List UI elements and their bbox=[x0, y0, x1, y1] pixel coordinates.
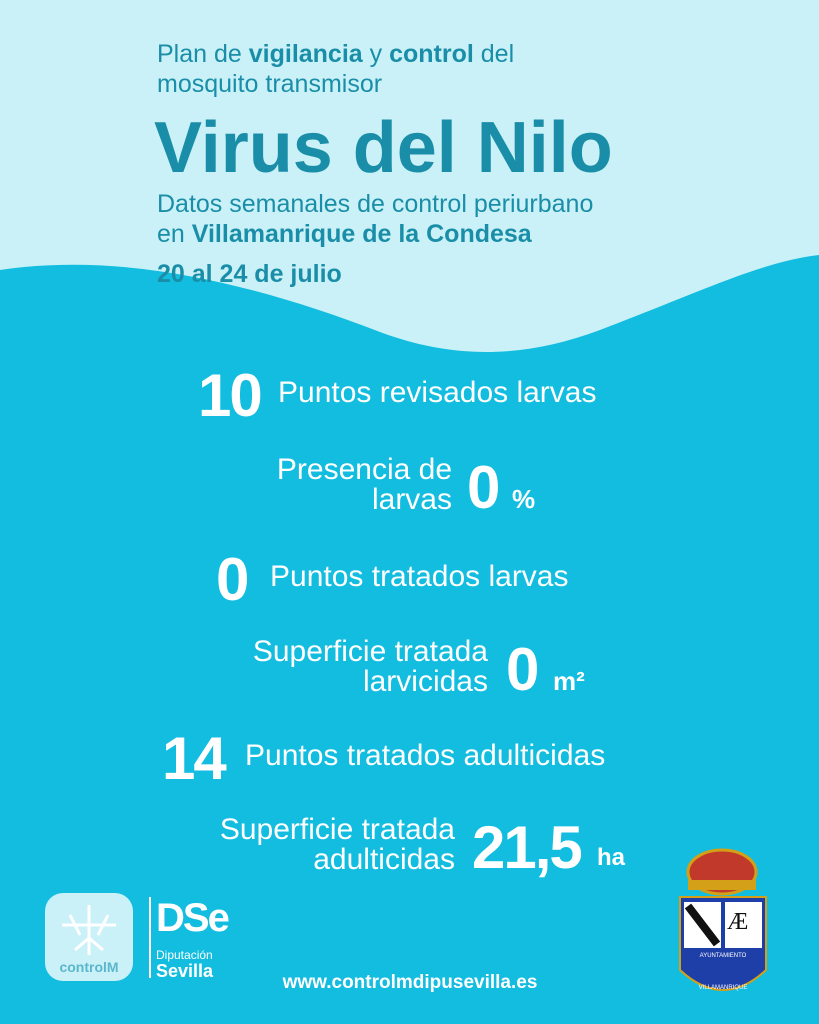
stat-value: 0 bbox=[467, 454, 500, 521]
crest bbox=[679, 848, 767, 991]
crest-text: VILLAMANRIQUE bbox=[698, 985, 748, 991]
diputacion-line: Diputación bbox=[156, 948, 213, 962]
stat-label-line: larvas bbox=[371, 483, 452, 516]
stat-label: Puntos revisados larvas bbox=[278, 376, 597, 409]
intro-line: Plan de vigilancia y control del bbox=[157, 42, 514, 67]
crest-text: AYUNTAMIENTO bbox=[699, 953, 747, 959]
subtitle: en bbox=[157, 220, 192, 248]
intro-bold: vigilancia bbox=[248, 40, 363, 68]
stat-label-line: adulticidas bbox=[313, 843, 455, 876]
stat-label: Puntos tratados larvas bbox=[270, 560, 569, 593]
stat-label: Superficie tratada larvicidas bbox=[253, 637, 488, 697]
intro-text: Plan de bbox=[157, 40, 249, 68]
stat-label-line: Presencia de bbox=[276, 453, 452, 486]
subtitle-line: en Villamanrique de la Condesa bbox=[157, 222, 532, 247]
stat-value: 14 bbox=[162, 725, 227, 792]
stat-value: 0 bbox=[506, 636, 539, 703]
mosquito-icon bbox=[62, 905, 116, 955]
subtitle: Datos semanales de control periurbano bbox=[157, 190, 594, 218]
stat-unit: ha bbox=[597, 844, 626, 871]
crest-letters: Æ bbox=[727, 909, 749, 935]
intro-bold: control bbox=[389, 40, 474, 68]
stat-unit: % bbox=[512, 484, 536, 514]
intro-text: y bbox=[362, 40, 390, 68]
diputacion-line: Sevilla bbox=[156, 961, 214, 981]
url[interactable]: www.controlmdipusevilla.es bbox=[282, 972, 538, 993]
title: Virus del Nilo bbox=[154, 108, 613, 188]
dates: 20 al 24 de julio bbox=[157, 260, 342, 288]
intro-text: del bbox=[473, 40, 515, 68]
stat-label: Superficie tratada adulticidas bbox=[220, 815, 455, 875]
stat-value: 21,5 bbox=[472, 814, 583, 881]
stat-label-line: Superficie tratada bbox=[252, 635, 488, 668]
stat-value: 10 bbox=[198, 362, 263, 429]
diputacion-mark: DSe bbox=[156, 896, 230, 940]
wave bbox=[0, 255, 819, 1024]
controlm-label: controlM bbox=[59, 959, 119, 975]
stat-value: 0 bbox=[216, 546, 249, 613]
subtitle-bold: Villamanrique de la Condesa bbox=[191, 220, 532, 248]
stat-label-line: Superficie tratada bbox=[219, 813, 455, 846]
stat-label: Puntos tratados adulticidas bbox=[245, 739, 606, 772]
stat-label: Presencia de larvas bbox=[277, 455, 452, 515]
stat-label-line: larvicidas bbox=[362, 665, 488, 698]
stat-unit: m² bbox=[553, 666, 585, 696]
intro-text: mosquito transmisor bbox=[157, 70, 383, 98]
